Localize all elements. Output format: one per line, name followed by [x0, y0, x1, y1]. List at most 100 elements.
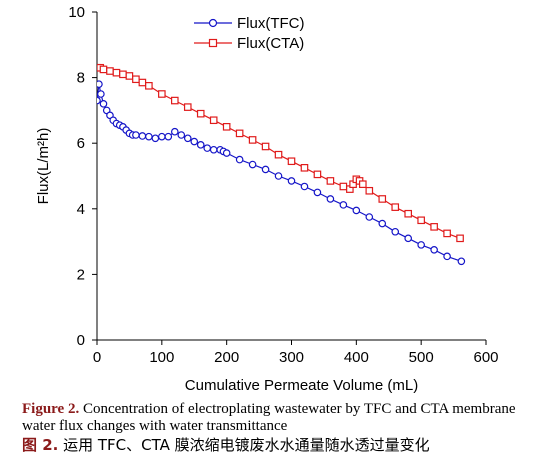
data-point	[300, 182, 309, 191]
data-point	[326, 177, 335, 185]
data-point	[287, 157, 296, 166]
data-point	[235, 129, 244, 138]
figure-caption-zh-text: 运用 TFC、CTA 膜浓缩电镀废水水通量随水透过量变化	[58, 436, 430, 454]
legend-marker	[208, 18, 218, 28]
data-point	[430, 223, 438, 231]
data-point	[158, 132, 166, 141]
legend-entry: Flux(CTA)	[194, 35, 304, 52]
data-point	[203, 144, 212, 152]
data-point	[99, 100, 108, 108]
data-point	[235, 155, 244, 164]
y-axis-ticks: 0 2 4 6 8 10	[68, 4, 97, 349]
data-point	[404, 234, 413, 243]
data-point	[151, 134, 160, 143]
data-point	[248, 136, 257, 144]
x-tick-label: 200	[214, 349, 239, 366]
data-point	[313, 170, 322, 179]
data-point	[112, 68, 121, 77]
data-point	[97, 96, 101, 105]
data-point	[132, 131, 140, 139]
data-point	[222, 122, 231, 131]
data-point	[274, 150, 283, 159]
data-point	[378, 219, 387, 228]
data-point	[378, 195, 387, 203]
y-axis-title: Flux(L/m²h)	[35, 128, 52, 205]
data-point	[97, 90, 105, 98]
y-tick-label: 4	[77, 201, 85, 218]
data-point	[171, 127, 179, 136]
figure-caption-zh-label: 图 2.	[22, 436, 59, 454]
data-point	[443, 229, 451, 238]
data-point	[196, 109, 205, 118]
legend: Flux(TFC) Flux(CTA)	[194, 15, 305, 52]
data-point	[106, 67, 114, 75]
data-point	[183, 103, 192, 111]
data-point	[145, 81, 153, 90]
data-point	[190, 137, 199, 146]
x-tick-label: 400	[344, 349, 369, 366]
legend-entry: Flux(TFC)	[194, 15, 305, 32]
x-tick-label: 500	[409, 349, 434, 366]
x-axis-title: Cumulative Permeate Volume (mL)	[185, 377, 418, 394]
data-point	[138, 78, 147, 87]
data-point	[456, 234, 464, 243]
data-point	[171, 96, 179, 105]
data-point	[158, 90, 166, 98]
data-point	[339, 182, 348, 191]
x-tick-label: 0	[93, 349, 101, 366]
data-point	[287, 177, 296, 185]
series-cta	[97, 63, 464, 243]
data-point	[119, 70, 127, 79]
data-point	[209, 145, 218, 154]
data-point	[365, 186, 374, 195]
data-point	[125, 72, 134, 80]
data-point	[313, 188, 322, 197]
y-tick-label: 0	[77, 332, 85, 349]
y-tick-label: 2	[77, 266, 85, 283]
data-point	[196, 141, 205, 149]
legend-marker	[208, 38, 218, 48]
figure-caption-zh: 图 2. 运用 TFC、CTA 膜浓缩电镀废水水通量随水透过量变化	[22, 436, 542, 454]
data-point	[339, 201, 348, 209]
data-point	[300, 164, 309, 172]
data-point	[274, 172, 283, 180]
series-tfc	[97, 80, 466, 266]
data-point	[326, 195, 335, 203]
data-point	[145, 132, 153, 141]
plot-frame	[96, 12, 486, 341]
data-point	[391, 227, 400, 236]
x-axis-ticks: 0 100 200 300 400 500 600	[93, 340, 499, 366]
data-point	[430, 246, 438, 254]
data-point	[359, 180, 367, 189]
series-layer	[97, 63, 466, 266]
x-tick-label: 100	[149, 349, 174, 366]
data-point	[209, 116, 218, 125]
data-point	[261, 142, 270, 151]
legend-label: Flux(CTA)	[237, 35, 304, 52]
data-point	[352, 206, 361, 215]
figure-caption-en-label: Figure 2.	[22, 401, 80, 417]
data-point	[183, 134, 192, 143]
y-tick-label: 10	[68, 4, 85, 21]
data-point	[248, 160, 257, 169]
data-point	[164, 132, 173, 141]
legend-label: Flux(TFC)	[237, 15, 305, 32]
data-point	[138, 132, 147, 140]
data-point	[417, 216, 425, 225]
data-point	[443, 252, 451, 261]
x-tick-label: 600	[473, 349, 498, 366]
data-point	[391, 203, 400, 211]
flux-chart: 0 100 200 300 400 500 600 0 2 4 6 8 10 Cumulative P…	[35, 4, 499, 394]
data-point	[132, 75, 140, 84]
x-tick-label: 300	[279, 349, 304, 366]
data-point	[261, 165, 270, 174]
data-point	[99, 65, 108, 74]
figure-caption-en-text: Concentration of electroplating wastewat…	[22, 401, 516, 434]
data-point	[222, 149, 231, 157]
data-point	[457, 257, 466, 266]
data-point	[97, 80, 103, 88]
data-point	[365, 213, 374, 221]
data-point	[404, 209, 413, 218]
y-tick-label: 8	[77, 70, 85, 87]
data-point	[417, 241, 425, 249]
